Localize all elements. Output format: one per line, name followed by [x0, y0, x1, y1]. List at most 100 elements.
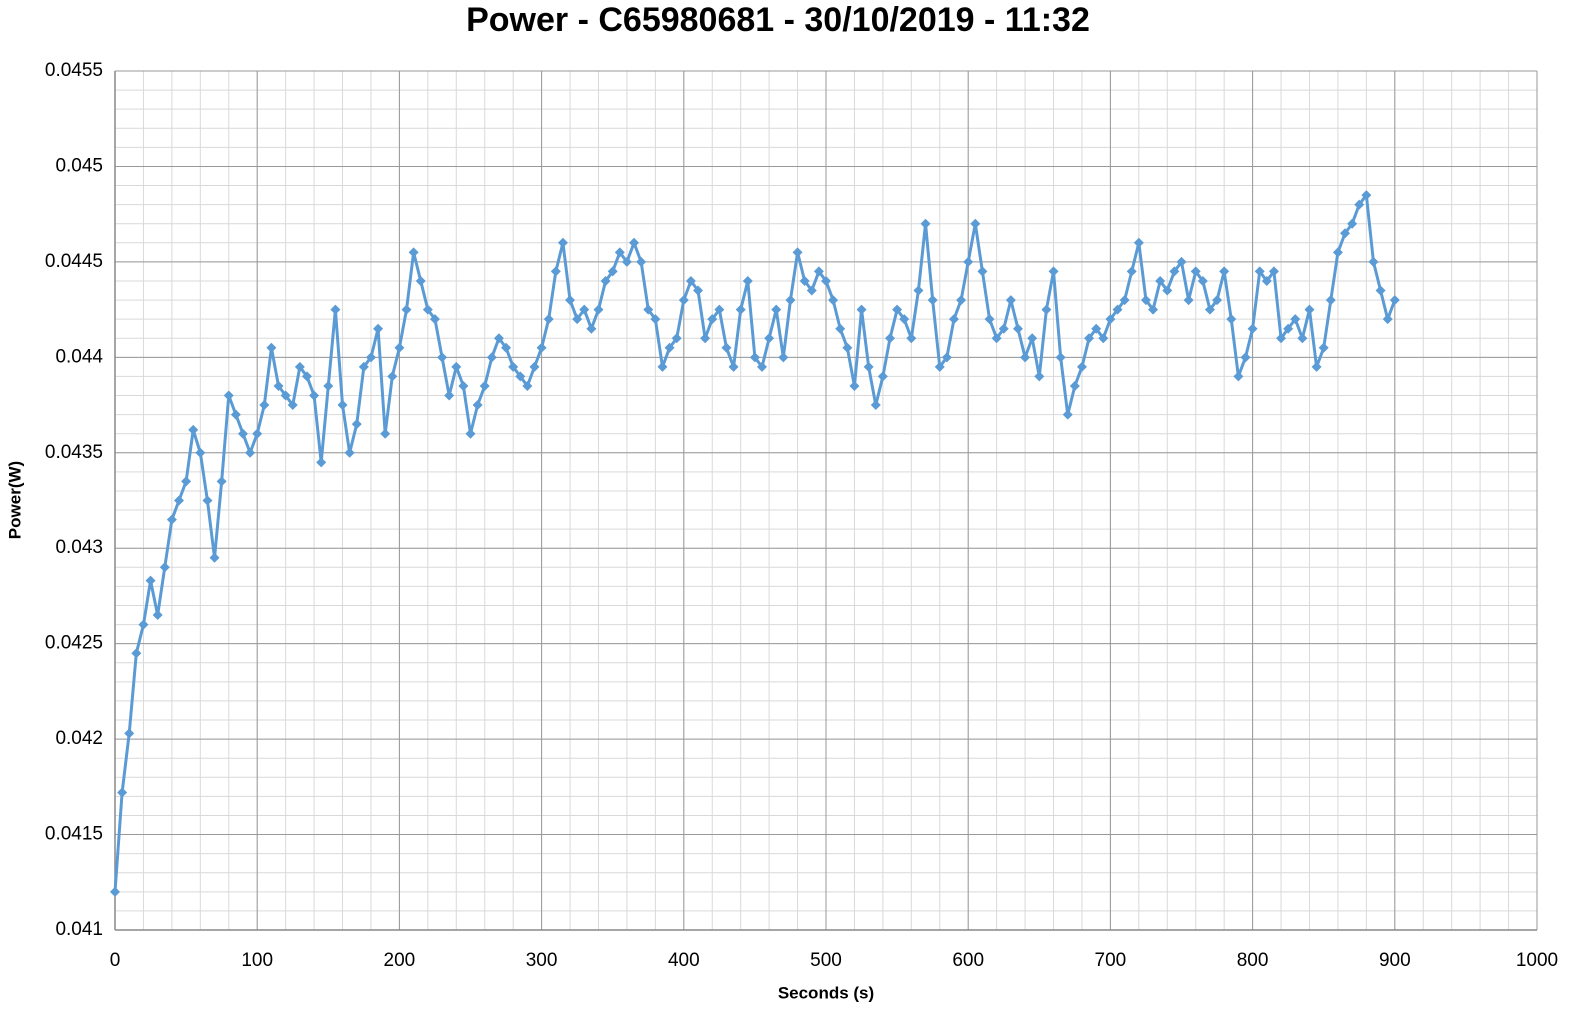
data-point: [1055, 352, 1066, 363]
data-point: [394, 342, 405, 353]
data-point: [1368, 256, 1379, 267]
data-point: [273, 380, 284, 391]
data-point: [1283, 323, 1294, 334]
data-point: [1297, 333, 1308, 344]
data-point: [131, 648, 142, 659]
data-point: [579, 304, 590, 315]
y-axis-label: Power(W): [5, 461, 24, 539]
data-point: [664, 342, 675, 353]
data-point: [1354, 199, 1365, 210]
data-point: [1034, 371, 1045, 382]
data-point: [280, 390, 291, 401]
data-point: [479, 380, 490, 391]
x-tick-label: 0: [110, 950, 121, 971]
data-point: [650, 314, 661, 325]
data-point: [1098, 333, 1109, 344]
data-point: [1126, 266, 1137, 277]
data-point: [671, 333, 682, 344]
data-point: [1069, 380, 1080, 391]
data-point: [294, 361, 305, 372]
data-point: [230, 409, 241, 420]
data-point: [387, 371, 398, 382]
data-point: [693, 285, 704, 296]
data-point: [621, 256, 632, 267]
data-point: [444, 390, 455, 401]
data-point: [1268, 266, 1279, 277]
data-point: [465, 428, 476, 439]
data-point: [685, 275, 696, 286]
data-point: [1382, 314, 1393, 325]
data-point: [842, 342, 853, 353]
y-tick-label: 0.041: [55, 919, 103, 940]
data-point: [472, 400, 483, 411]
data-point: [486, 352, 497, 363]
data-point: [1183, 295, 1194, 306]
data-point: [856, 304, 867, 315]
data-point: [358, 361, 369, 372]
data-point: [1190, 266, 1201, 277]
data-point: [1112, 304, 1123, 315]
data-point: [316, 457, 327, 468]
data-point: [977, 266, 988, 277]
y-tick-label: 0.045: [55, 155, 103, 176]
data-point: [572, 314, 583, 325]
data-point: [1169, 266, 1180, 277]
data-point: [941, 352, 952, 363]
data-point: [614, 247, 625, 258]
data-point: [906, 333, 917, 344]
data-point: [863, 361, 874, 372]
data-point: [195, 447, 206, 458]
data-point: [529, 361, 540, 372]
data-point: [145, 575, 156, 586]
data-point: [1375, 285, 1386, 296]
data-point: [835, 323, 846, 334]
data-point: [159, 562, 170, 573]
data-point: [778, 352, 789, 363]
data-point: [970, 218, 981, 229]
data-point: [337, 400, 348, 411]
data-point: [721, 342, 732, 353]
data-point: [813, 266, 824, 277]
x-tick-label: 200: [384, 950, 416, 971]
data-point: [948, 314, 959, 325]
data-point: [1340, 228, 1351, 239]
data-point: [124, 728, 135, 739]
data-point: [657, 361, 668, 372]
data-point: [508, 361, 519, 372]
x-tick-label: 900: [1379, 950, 1411, 971]
data-point: [287, 400, 298, 411]
data-point: [785, 295, 796, 306]
x-tick-label: 1000: [1516, 950, 1558, 971]
data-point: [1304, 304, 1315, 315]
data-point: [501, 342, 512, 353]
data-point: [636, 256, 647, 267]
data-point: [237, 428, 248, 439]
data-point: [742, 275, 753, 286]
data-point: [792, 247, 803, 258]
y-tick-label: 0.044: [55, 346, 103, 367]
data-point: [1361, 190, 1372, 201]
y-tick-label: 0.0445: [45, 251, 103, 272]
y-tick-label: 0.0415: [45, 824, 103, 845]
data-point: [1311, 361, 1322, 372]
data-point: [1027, 333, 1038, 344]
data-point: [1162, 285, 1173, 296]
x-axis-label: Seconds (s): [778, 983, 874, 1002]
data-point: [209, 552, 220, 563]
data-point: [1155, 275, 1166, 286]
data-point: [700, 333, 711, 344]
data-point: [429, 314, 440, 325]
y-tick-label: 0.0425: [45, 633, 103, 654]
data-point: [828, 295, 839, 306]
data-point: [849, 380, 860, 391]
data-point: [166, 514, 177, 525]
data-point: [600, 275, 611, 286]
data-point: [764, 333, 775, 344]
data-point: [415, 275, 426, 286]
data-point: [323, 380, 334, 391]
data-point: [1197, 275, 1208, 286]
data-point: [1290, 314, 1301, 325]
data-point: [309, 390, 320, 401]
data-point: [629, 237, 640, 248]
